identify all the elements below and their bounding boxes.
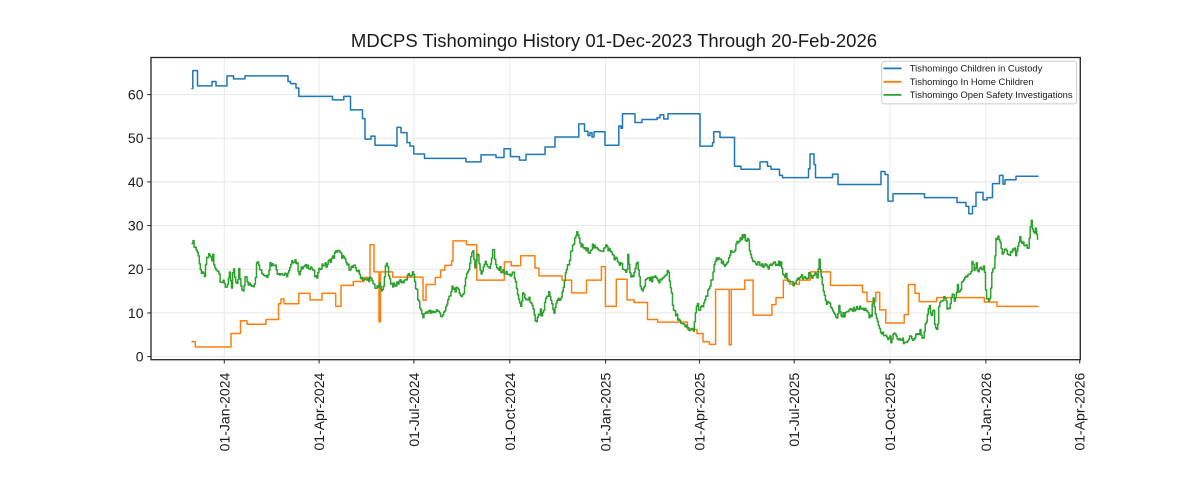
svg-text:01-Jul-2025: 01-Jul-2025 (786, 372, 802, 446)
svg-text:01-Jan-2026: 01-Jan-2026 (978, 372, 994, 451)
svg-text:01-Jul-2024: 01-Jul-2024 (406, 372, 422, 446)
svg-text:01-Jan-2024: 01-Jan-2024 (216, 372, 232, 451)
svg-text:30: 30 (128, 218, 144, 234)
svg-text:01-Apr-2026: 01-Apr-2026 (1072, 372, 1088, 450)
svg-text:MDCPS Tishomingo History 01-De: MDCPS Tishomingo History 01-Dec-2023 Thr… (351, 30, 877, 51)
svg-text:10: 10 (128, 305, 144, 321)
svg-text:Tishomingo In Home Children: Tishomingo In Home Children (910, 76, 1034, 87)
svg-text:40: 40 (128, 174, 144, 190)
svg-text:20: 20 (128, 261, 144, 277)
svg-text:01-Apr-2024: 01-Apr-2024 (311, 372, 327, 450)
svg-text:01-Apr-2025: 01-Apr-2025 (691, 372, 707, 450)
svg-text:Tishomingo Children in Custody: Tishomingo Children in Custody (910, 63, 1043, 74)
svg-text:0: 0 (136, 349, 144, 365)
svg-text:50: 50 (128, 130, 144, 146)
svg-text:01-Oct-2024: 01-Oct-2024 (502, 372, 518, 450)
svg-text:60: 60 (128, 87, 144, 103)
svg-text:Tishomingo Open Safety Investi: Tishomingo Open Safety Investigations (910, 89, 1073, 100)
svg-text:01-Jan-2025: 01-Jan-2025 (598, 372, 614, 451)
svg-text:01-Oct-2025: 01-Oct-2025 (882, 372, 898, 450)
